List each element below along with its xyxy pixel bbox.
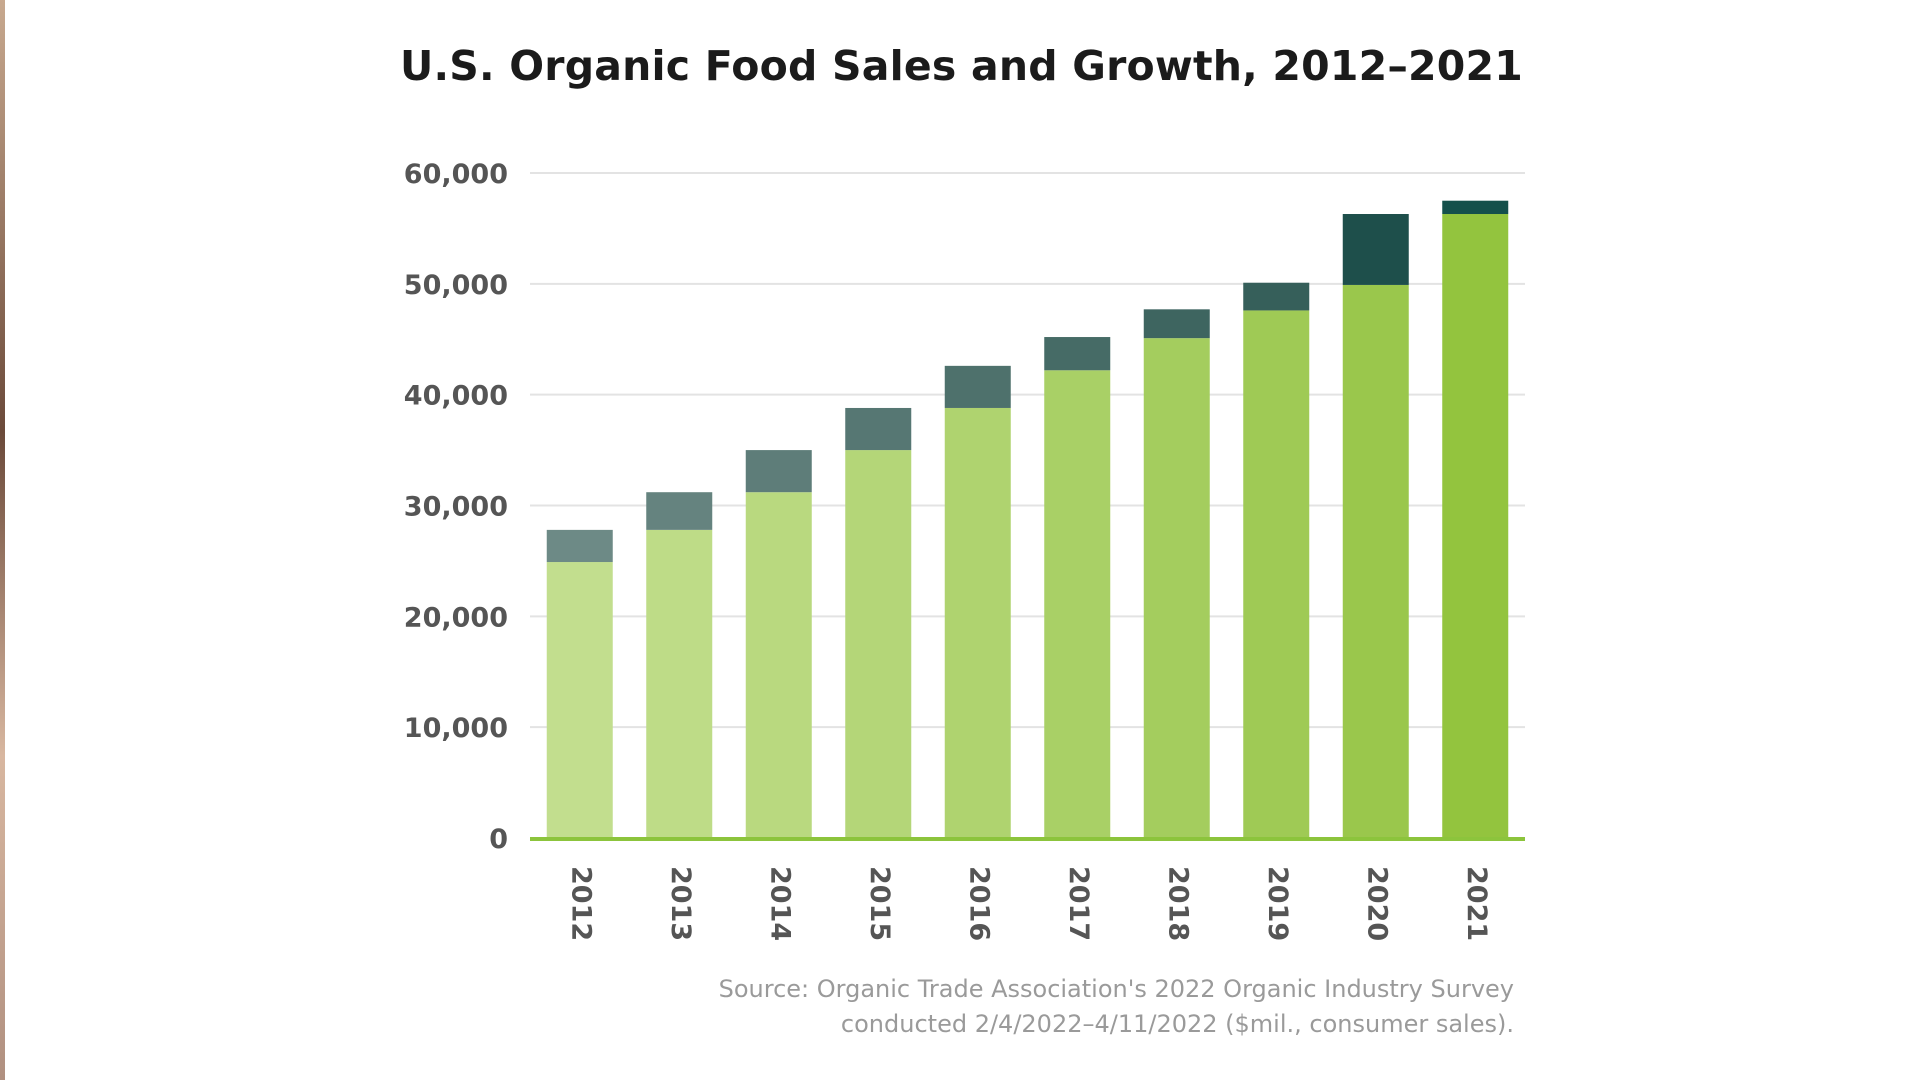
x-tick-label: 2014	[764, 866, 795, 941]
bar-segment-growth	[1044, 337, 1111, 371]
y-tick-label: 10,000	[404, 713, 508, 744]
x-tick-label: 2021	[1461, 866, 1492, 941]
bar-segment-sales	[1143, 338, 1210, 838]
y-tick-label: 50,000	[404, 270, 508, 301]
source-line-1: Source: Organic Trade Association's 2022…	[718, 975, 1514, 1003]
x-tick-label: 2017	[1063, 866, 1094, 941]
bar-segment-sales	[546, 562, 613, 838]
bar-segment-sales	[944, 407, 1011, 838]
bar-segment-sales	[1342, 284, 1409, 839]
x-tick-label: 2016	[963, 866, 994, 941]
bar-segment-growth	[1342, 214, 1409, 285]
left-edge-strip	[0, 0, 5, 1080]
y-tick-label: 0	[489, 824, 508, 855]
x-tick-label: 2019	[1262, 866, 1293, 941]
bar-segment-growth	[745, 450, 812, 493]
x-tick-label: 2015	[864, 866, 895, 941]
y-tick-label: 20,000	[404, 602, 508, 633]
x-tick-label: 2020	[1361, 866, 1392, 941]
source-note: Source: Organic Trade Association's 2022…	[614, 972, 1514, 1042]
bar-segment-sales	[1442, 214, 1509, 839]
x-tick-label: 2018	[1162, 866, 1193, 941]
bar-segment-sales	[745, 492, 812, 838]
bar-segment-growth	[944, 365, 1011, 408]
y-tick-label: 60,000	[404, 159, 508, 190]
bar-segment-sales	[845, 450, 912, 838]
bar-segment-growth	[1143, 309, 1210, 339]
source-line-2: conducted 2/4/2022–4/11/2022 ($mil., con…	[840, 1010, 1514, 1038]
chart-title: U.S. Organic Food Sales and Growth, 2012…	[400, 42, 1523, 90]
x-tick-label: 2012	[565, 866, 596, 941]
y-tick-label: 30,000	[404, 492, 508, 523]
bar-segment-sales	[1243, 310, 1310, 838]
bar-segment-growth	[1243, 282, 1310, 311]
bar-segment-sales	[646, 529, 713, 838]
x-tick-label: 2013	[665, 866, 696, 941]
bar-segment-growth	[646, 492, 713, 530]
bar-segment-growth	[1442, 200, 1509, 215]
bar-segment-growth	[546, 529, 613, 563]
bar-segment-growth	[845, 407, 912, 451]
bar-segment-sales	[1044, 370, 1111, 838]
y-tick-label: 40,000	[404, 381, 508, 412]
